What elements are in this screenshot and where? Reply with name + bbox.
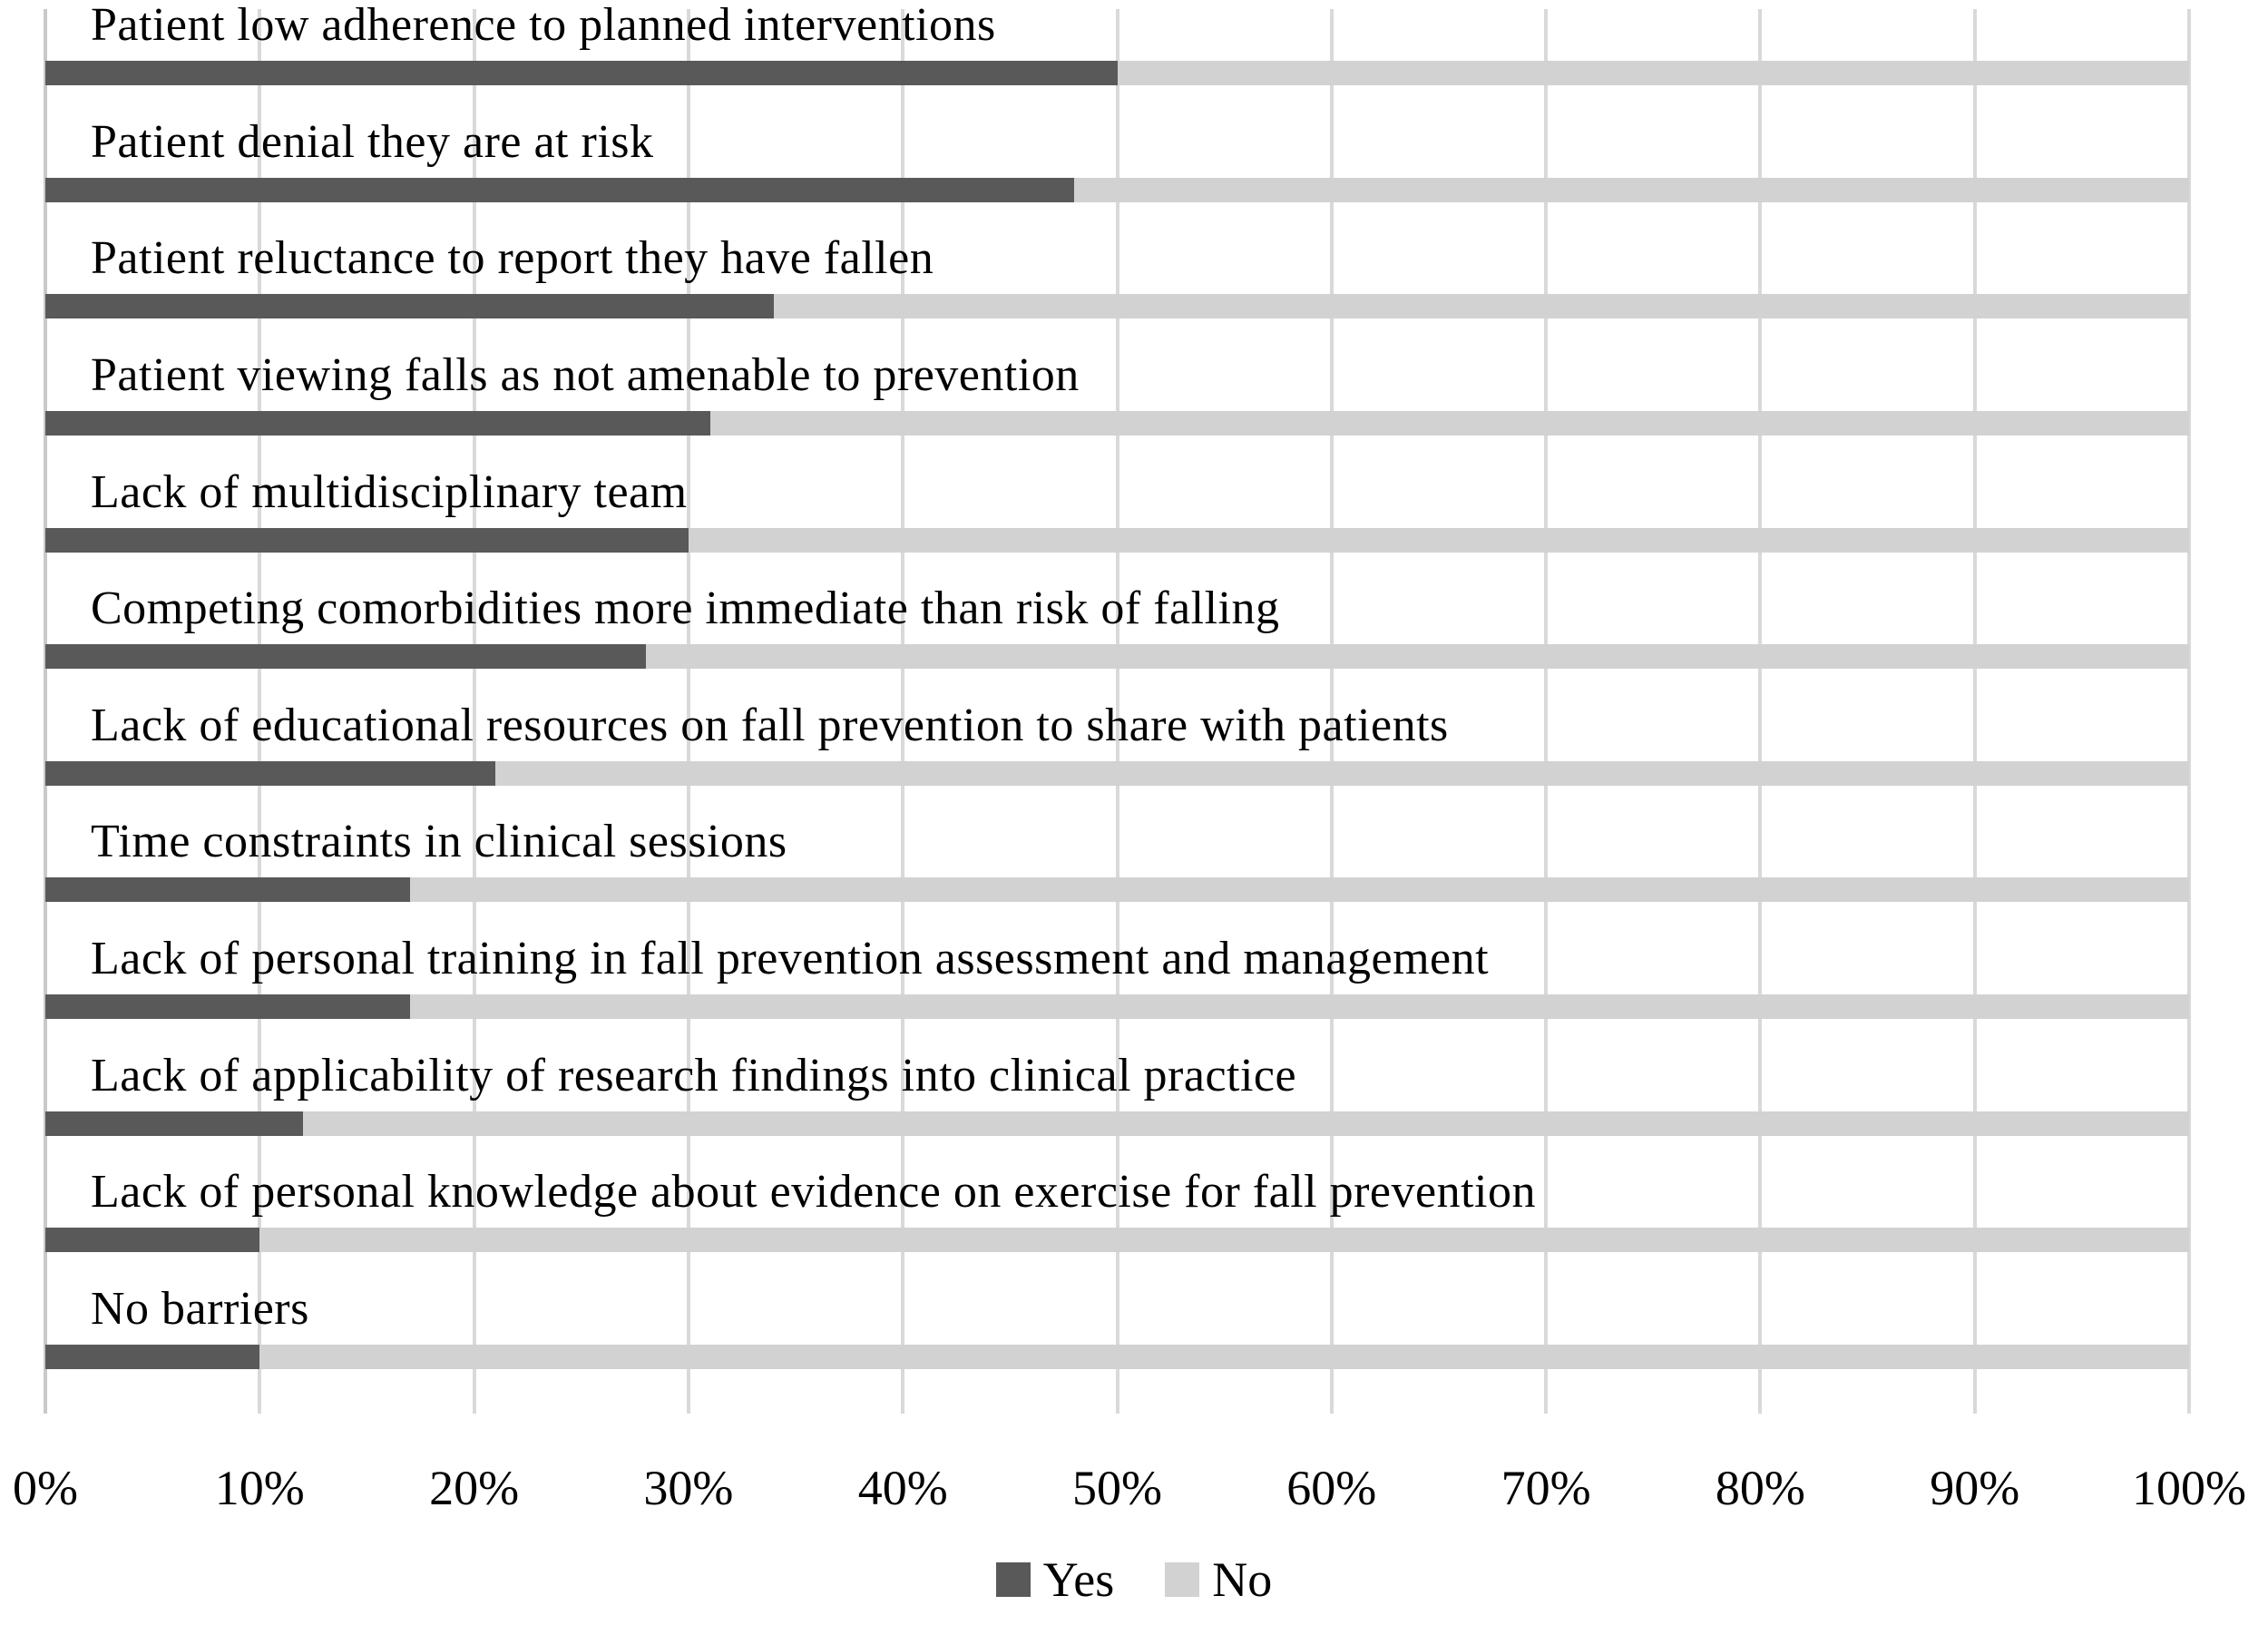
bar-segment-no [409, 877, 2189, 903]
category-label: Lack of multidisciplinary team [91, 465, 688, 518]
category-label: No barriers [91, 1283, 309, 1336]
x-axis-tick-label: 40% [857, 1461, 948, 1515]
bar-row [45, 294, 2189, 319]
bar-row [45, 1345, 2189, 1370]
gridline [2187, 9, 2191, 1414]
bar-segment-no [774, 294, 2189, 319]
category-label: Patient viewing falls as not amenable to… [91, 348, 1080, 401]
bar-segment-yes [45, 410, 710, 436]
bar-segment-yes [45, 527, 689, 553]
bar-segment-yes [45, 294, 775, 319]
gridline [472, 9, 476, 1414]
gridline [1329, 9, 1334, 1414]
bar-segment-no [688, 527, 2189, 553]
bar-row [45, 177, 2189, 202]
x-axis-tick-label: 20% [429, 1461, 520, 1515]
bar-row [45, 760, 2189, 786]
gridline [1115, 9, 1119, 1414]
gridline [258, 9, 262, 1414]
bar-segment-yes [45, 1111, 303, 1136]
bar-segment-yes [45, 644, 646, 670]
bar-segment-yes [45, 877, 410, 903]
bar-segment-no [709, 410, 2189, 436]
gridline [1544, 9, 1549, 1414]
bar-segment-yes [45, 1345, 260, 1370]
gridline [686, 9, 690, 1414]
bar-segment-no [259, 1228, 2189, 1253]
y-axis-line [44, 9, 47, 1414]
gridline [1972, 9, 1977, 1414]
bar-segment-no [302, 1111, 2189, 1136]
bar-segment-no [1074, 177, 2189, 202]
bar-segment-no [259, 1345, 2189, 1370]
x-axis-tick-label: 80% [1715, 1461, 1805, 1515]
bar-segment-yes [45, 61, 1118, 85]
category-label: Patient denial they are at risk [91, 115, 654, 168]
bar-row [45, 644, 2189, 670]
bar-segment-yes [45, 177, 1075, 202]
bar-segment-yes [45, 994, 410, 1020]
category-label: Patient low adherence to planned interve… [91, 0, 996, 51]
bar-row [45, 61, 2189, 85]
category-label: Time constraints in clinical sessions [91, 816, 787, 868]
x-axis-tick-label: 0% [13, 1461, 78, 1515]
legend-swatch-no [1165, 1562, 1200, 1597]
category-label: Competing comorbidities more immediate t… [91, 582, 1280, 635]
x-axis-tick-label: 70% [1501, 1461, 1591, 1515]
bar-segment-no [645, 644, 2189, 670]
bar-row [45, 994, 2189, 1020]
x-axis-tick-label: 10% [214, 1461, 305, 1515]
gridline [901, 9, 905, 1414]
legend-label-yes: Yes [1042, 1552, 1115, 1607]
x-axis-tick-label: 100% [2132, 1461, 2246, 1515]
category-label: Lack of educational resources on fall pr… [91, 699, 1449, 751]
bar-row [45, 410, 2189, 436]
x-axis-tick-label: 50% [1072, 1461, 1162, 1515]
bar-segment-yes [45, 1228, 260, 1253]
category-label: Lack of personal training in fall preven… [91, 933, 1490, 985]
bar-row [45, 1111, 2189, 1136]
category-label: Patient reluctance to report they have f… [91, 232, 934, 285]
category-label: Lack of applicability of research findin… [91, 1049, 1297, 1101]
bar-row [45, 527, 2189, 553]
bar-segment-no [409, 994, 2189, 1020]
gridline [1758, 9, 1763, 1414]
category-label: Lack of personal knowledge about evidenc… [91, 1166, 1536, 1219]
x-axis-tick-label: 60% [1286, 1461, 1377, 1515]
legend-swatch-yes [995, 1562, 1031, 1597]
x-axis-tick-label: 30% [643, 1461, 734, 1515]
legend: Yes No [0, 1553, 2268, 1606]
x-axis-tick-label: 90% [1930, 1461, 2020, 1515]
bar-row [45, 1228, 2189, 1253]
bar-segment-no [495, 760, 2189, 786]
bar-row [45, 877, 2189, 903]
bar-segment-yes [45, 760, 496, 786]
bar-segment-no [1117, 61, 2189, 85]
legend-label-no: No [1212, 1552, 1273, 1607]
